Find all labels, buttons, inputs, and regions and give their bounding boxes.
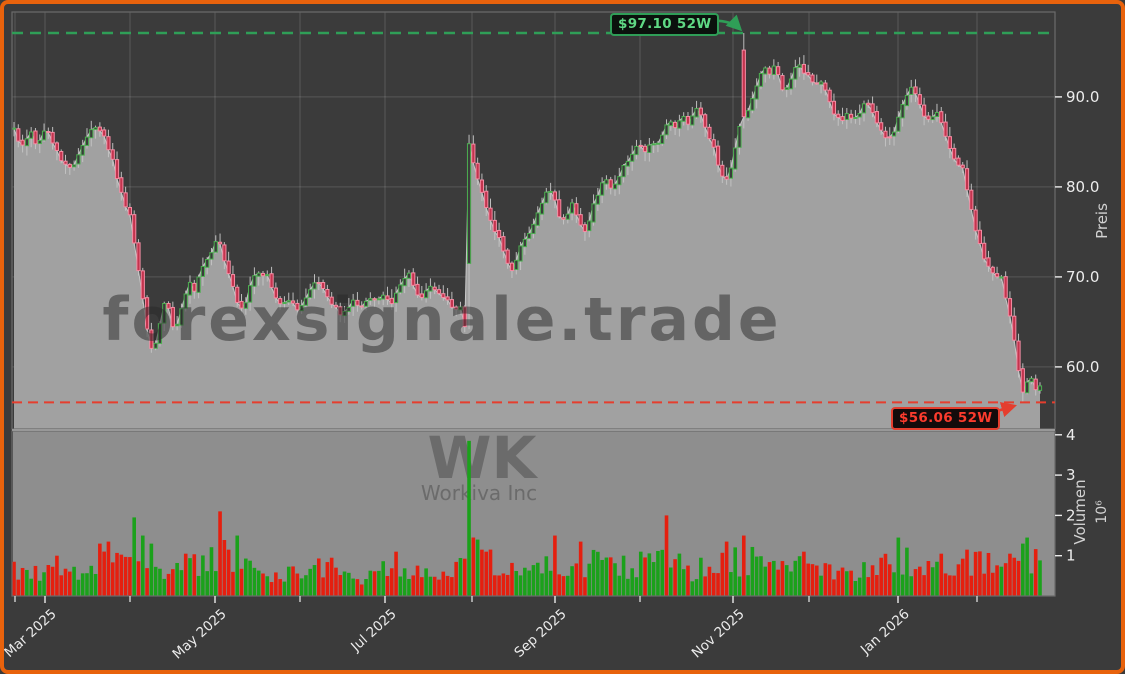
svg-text:70.0: 70.0 <box>1066 268 1099 286</box>
low-52w-label: $56.06 52W <box>891 407 1001 430</box>
svg-text:80.0: 80.0 <box>1066 178 1099 196</box>
high-52w-label: $97.10 52W <box>610 13 720 36</box>
high-52w-label-text: $97.10 52W <box>618 16 712 32</box>
svg-text:4: 4 <box>1066 426 1076 444</box>
price-axis-title: Preis <box>1093 203 1111 239</box>
svg-text:3: 3 <box>1066 466 1076 484</box>
svg-text:WK: WK <box>428 424 539 492</box>
forexsignale-watermark: forexsignale.trade <box>102 285 781 355</box>
candles-layer <box>11 33 1043 403</box>
svg-text:1: 1 <box>1066 547 1076 565</box>
svg-text:60.0: 60.0 <box>1066 358 1099 376</box>
volume-axis-exponent: 10⁶ <box>1094 500 1110 524</box>
volume-axis-title: Volumen <box>1071 479 1089 544</box>
svg-text:90.0: 90.0 <box>1066 88 1099 106</box>
axes-layer <box>11 11 1056 597</box>
volume-bars-layer <box>12 440 1042 596</box>
price-area <box>14 65 1040 429</box>
right-axis-ticks: 90.0 80.0 70.0 60.0 4 3 2 1 <box>1055 88 1099 565</box>
low-52w-label-text: $56.06 52W <box>899 410 993 426</box>
svg-text:Workiva Inc: Workiva Inc <box>421 481 537 505</box>
svg-text:2: 2 <box>1066 506 1076 524</box>
